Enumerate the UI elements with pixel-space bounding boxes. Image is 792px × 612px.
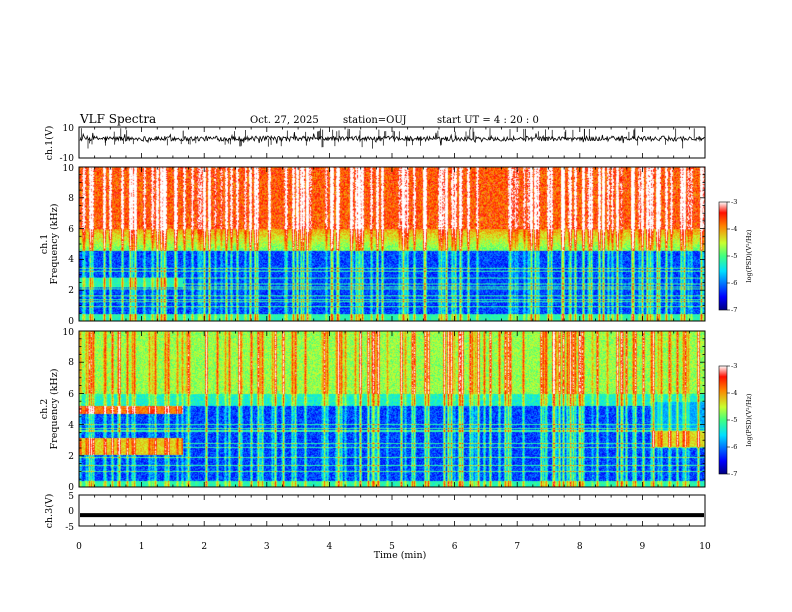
ch1-spec-ytick-6: 6 xyxy=(68,225,74,235)
x-tick-10: 10 xyxy=(699,542,711,552)
x-tick-1: 1 xyxy=(139,542,145,552)
ch2-colorbar: -3 -4 -5 -6 -7 log(PSD)(V²/Hz) xyxy=(718,362,753,478)
x-tick-8: 8 xyxy=(577,542,583,552)
date-label: Oct. 27, 2025 xyxy=(250,115,319,126)
ch1-waveform-spikes xyxy=(80,128,695,149)
ch1-spectrogram-image xyxy=(79,167,705,321)
x-tick-7: 7 xyxy=(514,542,520,552)
panel-ch2-spectrogram xyxy=(78,330,706,488)
ch3-wave-ylabel: ch.3(V) xyxy=(44,494,55,529)
x-tick-6: 6 xyxy=(452,542,458,552)
x-tick-labels: 0 1 2 3 4 5 6 7 8 9 10 xyxy=(76,542,711,552)
ch2-cb-label-m5: -5 xyxy=(731,416,737,424)
ch2-colorbar-gradient xyxy=(718,365,728,475)
ch2-spec-ytick-4: 4 xyxy=(68,421,74,431)
ch2-spec-ytick-10: 10 xyxy=(63,328,75,338)
x-tick-3: 3 xyxy=(264,542,270,552)
ch2-cb-label-m4: -4 xyxy=(731,389,737,397)
ch2-spec-ylabel: Frequency (kHz) xyxy=(49,369,60,450)
ch2-spec-ytick-6: 6 xyxy=(68,390,74,400)
x-tick-2: 2 xyxy=(201,542,207,552)
ch1-cb-label-m3: -3 xyxy=(731,198,737,206)
ch1-waveform-trace xyxy=(79,131,705,146)
x-tick-0: 0 xyxy=(76,542,82,552)
ch1-cb-label-m4: -4 xyxy=(731,225,737,233)
ch2-spec-ytick-8: 8 xyxy=(68,358,74,368)
ch1-wave-ytick-top: 10 xyxy=(63,124,75,134)
ch2-spec-yticks: 0 2 4 6 8 10 xyxy=(63,328,75,493)
ch1-wave-ytick-bottom: -10 xyxy=(60,154,75,164)
ch2-cb-label-m7: -7 xyxy=(731,470,737,478)
x-axis-label: Time (min) xyxy=(374,550,427,561)
ch1-cb-label-m5: -5 xyxy=(731,252,737,260)
panel-ch1-spectrogram xyxy=(78,166,706,322)
x-tick-5: 5 xyxy=(389,542,395,552)
ch3-wave-ytick-top: 5 xyxy=(68,492,74,502)
ch1-spec-ytick-4: 4 xyxy=(68,255,74,265)
ch2-spectrogram-image xyxy=(79,331,705,487)
start-ut-label: start UT = 4 : 20 : 0 xyxy=(437,115,539,126)
ch2-cb-label-m3: -3 xyxy=(731,362,737,370)
ch2-spec-ylabel-channel: ch.2 xyxy=(39,399,50,420)
ch1-spec-ytick-10: 10 xyxy=(63,164,75,174)
ch1-wave-ylabel: ch.1(V) xyxy=(44,126,55,161)
ch2-spec-ytick-0: 0 xyxy=(68,483,74,493)
ch2-spec-ytick-2: 2 xyxy=(68,452,74,462)
ch1-spec-yticks: 0 2 4 6 8 10 xyxy=(63,164,75,327)
axis-ticks xyxy=(78,127,706,526)
station-label: station=OUJ xyxy=(343,115,407,126)
x-tick-9: 9 xyxy=(640,542,646,552)
ch1-colorbar-gradient xyxy=(718,201,728,311)
ch1-colorbar: -3 -4 -5 -6 -7 log(PSD)(V²/Hz) xyxy=(718,198,753,314)
ch2-cb-label-m6: -6 xyxy=(731,443,737,451)
ch1-cb-label-m7: -7 xyxy=(731,306,737,314)
chart-title: VLF Spectra xyxy=(79,112,156,126)
ch2-colorbar-ticks xyxy=(727,365,730,475)
ch1-spec-ytick-2: 2 xyxy=(68,286,74,296)
ch1-spec-ytick-0: 0 xyxy=(68,317,74,327)
ch1-spec-ytick-8: 8 xyxy=(68,194,74,204)
ch1-colorbar-label: log(PSD)(V²/Hz) xyxy=(745,229,753,282)
ch1-spec-ylabel: Frequency (kHz) xyxy=(49,204,60,285)
ch1-cb-label-m6: -6 xyxy=(731,279,737,287)
ch2-colorbar-label: log(PSD)(V²/Hz) xyxy=(745,393,753,446)
ch3-wave-ytick-bottom: -5 xyxy=(65,523,74,533)
ch1-colorbar-ticks xyxy=(727,201,730,311)
ch1-spec-ylabel-channel: ch.1 xyxy=(39,234,50,255)
ch3-wave-ytick-mid: 0 xyxy=(68,507,74,517)
x-tick-4: 4 xyxy=(327,542,333,552)
